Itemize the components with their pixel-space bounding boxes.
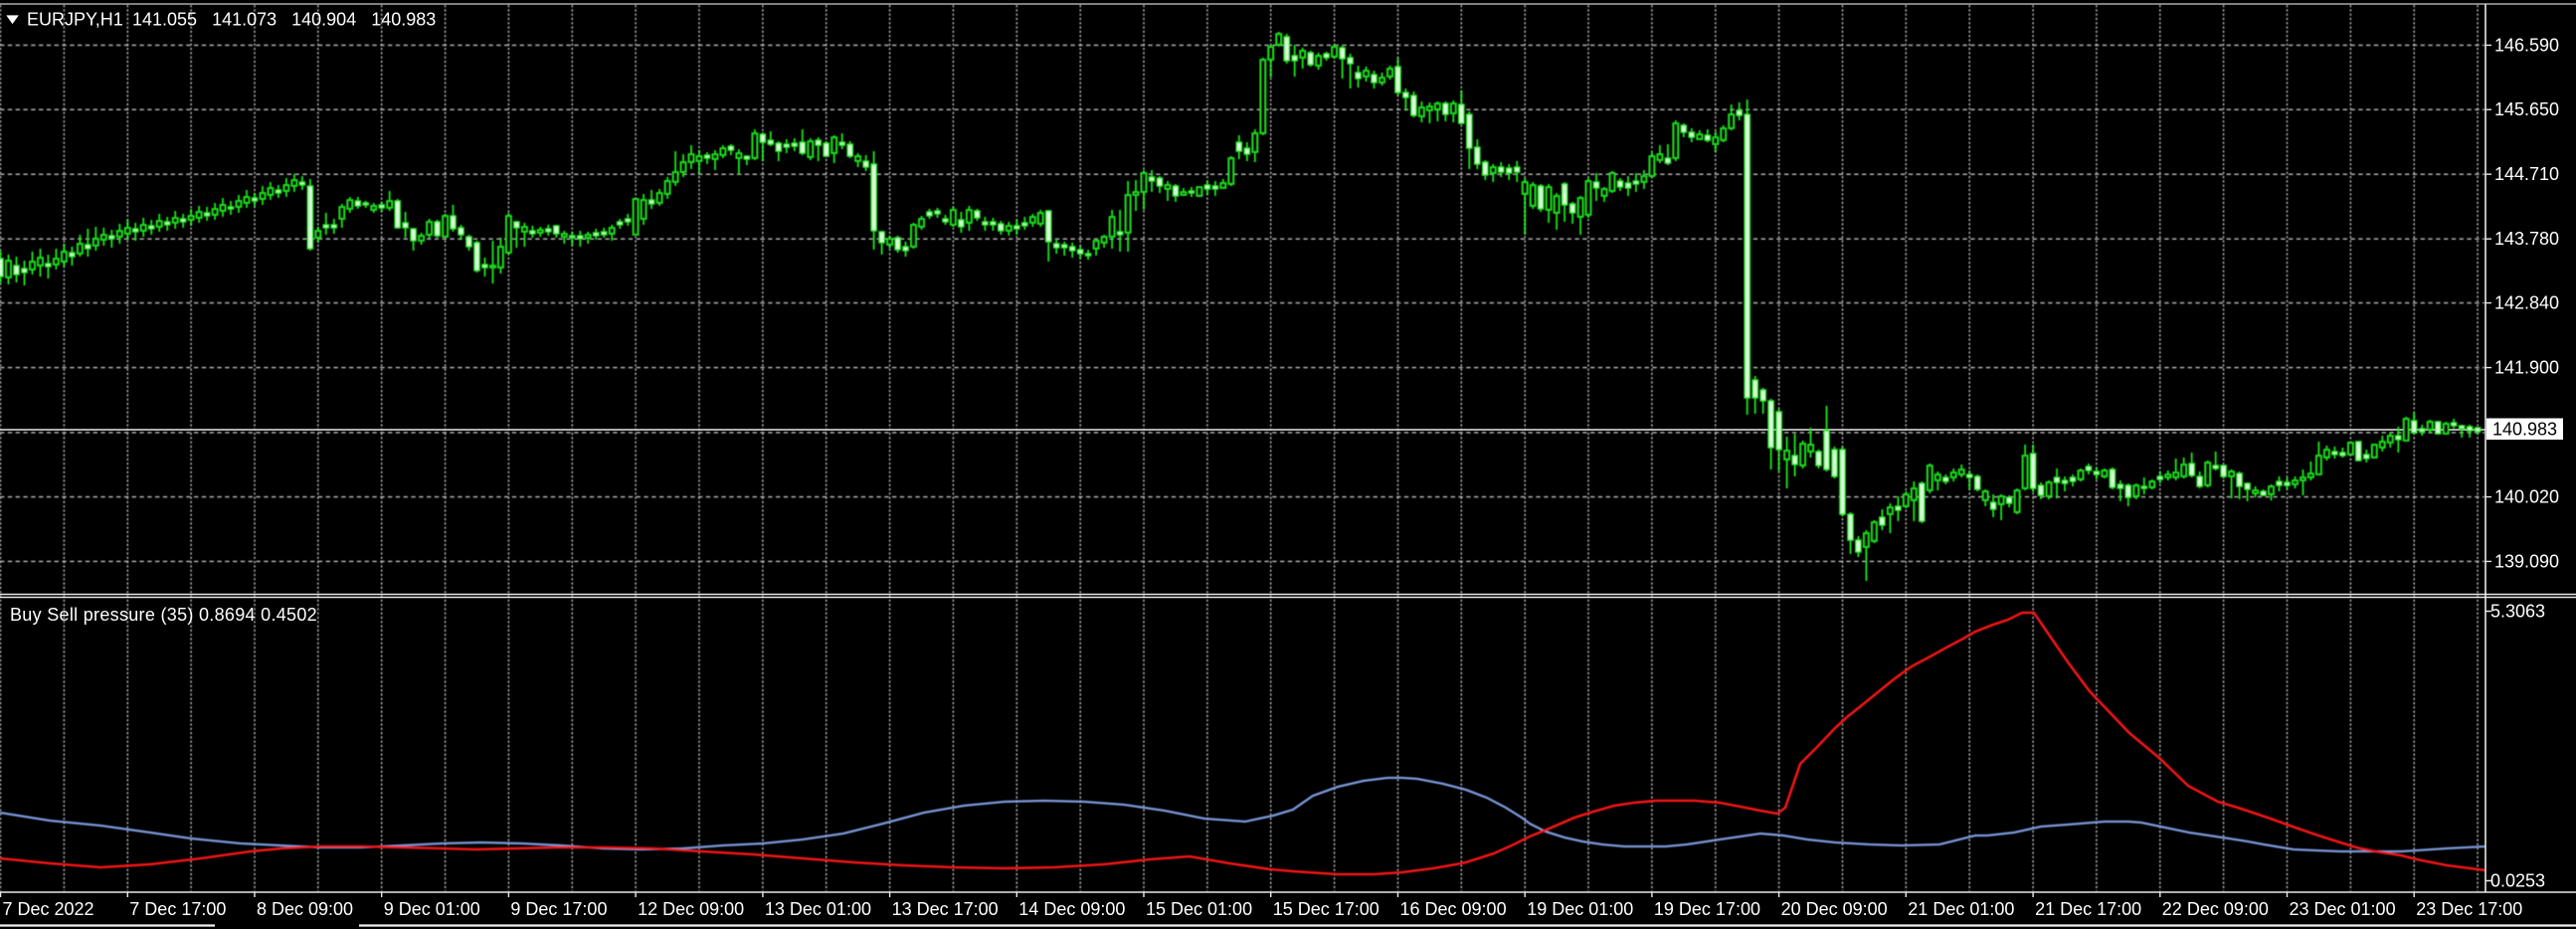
svg-text:14 Dec 09:00: 14 Dec 09:00	[1018, 899, 1125, 919]
svg-text:139.090: 139.090	[2494, 551, 2559, 571]
svg-text:9 Dec 01:00: 9 Dec 01:00	[384, 899, 480, 919]
svg-text:140.983: 140.983	[2492, 420, 2557, 440]
svg-text:13 Dec 01:00: 13 Dec 01:00	[765, 899, 871, 919]
svg-text:7 Dec 2022: 7 Dec 2022	[3, 899, 94, 919]
svg-text:141.900: 141.900	[2494, 358, 2559, 378]
svg-text:20 Dec 09:00: 20 Dec 09:00	[1781, 899, 1888, 919]
svg-text:12 Dec 09:00: 12 Dec 09:00	[638, 899, 744, 919]
svg-text:22 Dec 09:00: 22 Dec 09:00	[2162, 899, 2269, 919]
svg-text:Buy Sell pressure (35) 0.8694: Buy Sell pressure (35) 0.8694 0.4502	[10, 605, 317, 625]
svg-text:8 Dec 09:00: 8 Dec 09:00	[257, 899, 353, 919]
svg-text:23 Dec 17:00: 23 Dec 17:00	[2416, 899, 2522, 919]
svg-text:21 Dec 01:00: 21 Dec 01:00	[1908, 899, 2014, 919]
svg-text:5.3063: 5.3063	[2490, 602, 2545, 622]
svg-text:0.0253: 0.0253	[2490, 871, 2545, 891]
svg-text:141.055 141.073 140.904: 141.055 141.073 140.904 140.983	[132, 10, 436, 30]
svg-text:EURJPY,H1: EURJPY,H1	[27, 10, 123, 30]
svg-text:9 Dec 17:00: 9 Dec 17:00	[510, 899, 607, 919]
svg-text:140.020: 140.020	[2494, 487, 2559, 507]
svg-text:21 Dec 17:00: 21 Dec 17:00	[2035, 899, 2141, 919]
svg-text:143.780: 143.780	[2494, 229, 2559, 249]
svg-text:15 Dec 17:00: 15 Dec 17:00	[1273, 899, 1380, 919]
svg-text:142.840: 142.840	[2494, 293, 2559, 313]
svg-text:19 Dec 01:00: 19 Dec 01:00	[1527, 899, 1633, 919]
svg-text:16 Dec 09:00: 16 Dec 09:00	[1400, 899, 1507, 919]
svg-text:146.590: 146.590	[2494, 35, 2559, 55]
svg-text:15 Dec 01:00: 15 Dec 01:00	[1146, 899, 1252, 919]
svg-text:7 Dec 17:00: 7 Dec 17:00	[129, 899, 226, 919]
svg-text:23 Dec 01:00: 23 Dec 01:00	[2290, 899, 2396, 919]
svg-text:144.710: 144.710	[2494, 164, 2559, 184]
svg-text:13 Dec 17:00: 13 Dec 17:00	[892, 899, 999, 919]
svg-text:145.650: 145.650	[2494, 99, 2559, 119]
svg-text:19 Dec 17:00: 19 Dec 17:00	[1654, 899, 1760, 919]
